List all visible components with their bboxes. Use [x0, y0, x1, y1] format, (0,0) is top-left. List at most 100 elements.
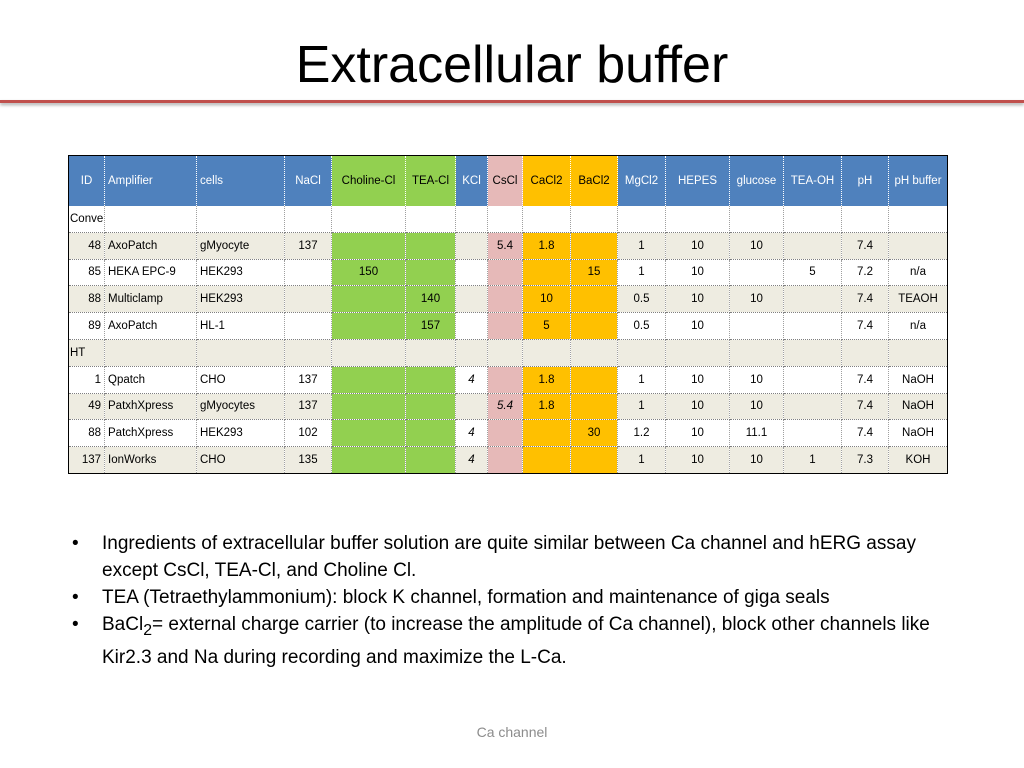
column-header-id: ID: [68, 155, 105, 206]
cell-cells: CHO: [196, 446, 285, 474]
cell-ph-buffer: NaOH: [888, 419, 948, 448]
cell-ph-buffer: TEAOH: [888, 285, 948, 314]
cell-amplifier: IonWorks: [104, 446, 197, 474]
cell-glucose: 10: [729, 393, 784, 421]
cell-nacl: 135: [284, 446, 332, 474]
title-underline: [0, 100, 1024, 103]
cell-cscl: [487, 419, 523, 448]
cell-kcl: [455, 285, 488, 314]
cell-tea-oh: 5: [783, 259, 842, 287]
cell-cscl: [487, 366, 523, 394]
cell-id: 85: [68, 259, 105, 287]
cell-kcl: [455, 232, 488, 260]
cell-cacl2: [522, 259, 571, 287]
cell-nacl: 102: [284, 419, 332, 448]
cell-id: 88: [68, 285, 105, 314]
cell-amplifier: PatxhXpress: [104, 393, 197, 421]
bullet-text: TEA (Tetraethylammonium): block K channe…: [102, 587, 830, 608]
cell-mgcl2: 1: [617, 393, 666, 421]
cell-id: 49: [68, 393, 105, 421]
cell-nacl: [284, 312, 332, 340]
cell-glucose: 10: [729, 285, 784, 314]
table-row: 1 Qpatch CHO 137 4 1.8 1 10 10 7.4 NaOH: [68, 366, 948, 394]
cell-tea-oh: [783, 285, 842, 314]
cell-tea-cl: [405, 446, 456, 474]
cell-ph-buffer: n/a: [888, 312, 948, 340]
cell-glucose: [729, 312, 784, 340]
cell-tea-oh: [783, 393, 842, 421]
cell-glucose: 11.1: [729, 419, 784, 448]
table-row: 48 AxoPatch gMyocyte 137 5.4 1.8 1 10 10…: [68, 232, 948, 260]
column-header-ph: pH: [841, 155, 889, 206]
bullet-text: = external charge carrier (to increase t…: [102, 614, 930, 668]
cell-glucose: 10: [729, 366, 784, 394]
bullet-text: Ingredients of extracellular buffer solu…: [102, 533, 916, 581]
cell-hepes: 10: [665, 312, 730, 340]
bullet-list: Ingredients of extracellular buffer solu…: [72, 530, 952, 671]
cell-choline-cl: [331, 446, 406, 474]
cell-kcl: [455, 259, 488, 287]
cell-cacl2: 1.8: [522, 366, 571, 394]
cell-mgcl2: 1: [617, 259, 666, 287]
cell-cscl: 5.4: [487, 232, 523, 260]
cell-ph-buffer: KOH: [888, 446, 948, 474]
cell-nacl: 137: [284, 393, 332, 421]
cell-nacl: [284, 259, 332, 287]
cell-choline-cl: [331, 393, 406, 421]
bullet-item: TEA (Tetraethylammonium): block K channe…: [72, 584, 952, 611]
slide-title: Extracellular buffer: [295, 36, 729, 94]
cell-cacl2: [522, 419, 571, 448]
cell-ph: 7.3: [841, 446, 889, 474]
column-header-glucose: glucose: [729, 155, 784, 206]
cell-hepes: 10: [665, 393, 730, 421]
column-header-cscl: CsCl: [487, 155, 523, 206]
cell-bacl2: [570, 393, 618, 421]
cell-ph: 7.2: [841, 259, 889, 287]
cell-hepes: 10: [665, 285, 730, 314]
column-header-ph-buffer: pH buffer: [888, 155, 948, 206]
table-row: 49 PatxhXpress gMyocytes 137 5.4 1.8 1 1…: [68, 393, 948, 421]
cell-amplifier: AxoPatch: [104, 312, 197, 340]
cell-tea-oh: [783, 312, 842, 340]
column-header-choline-cl: Choline-Cl: [331, 155, 406, 206]
cell-tea-cl: 140: [405, 285, 456, 314]
cell-mgcl2: 1: [617, 446, 666, 474]
cell-id: 88: [68, 419, 105, 448]
cell-id: 89: [68, 312, 105, 340]
cell-cells: HEK293: [196, 285, 285, 314]
cell-ph-buffer: n/a: [888, 259, 948, 287]
cell-bacl2: [570, 285, 618, 314]
cell-mgcl2: 1: [617, 232, 666, 260]
cell-tea-oh: [783, 419, 842, 448]
cell-id: 137: [68, 446, 105, 474]
table-header-row: ID Amplifier cells NaCl Choline-Cl TEA-C…: [68, 155, 948, 206]
cell-hepes: 10: [665, 232, 730, 260]
cell-amplifier: PatchXpress: [104, 419, 197, 448]
column-header-amplifier: Amplifier: [104, 155, 197, 206]
group-row-conventional: Conventional: [68, 206, 948, 233]
cell-amplifier: Qpatch: [104, 366, 197, 394]
cell-cscl: 5.4: [487, 393, 523, 421]
cell-choline-cl: [331, 366, 406, 394]
table-row: 88 PatchXpress HEK293 102 4 30 1.2 10 11…: [68, 419, 948, 448]
cell-bacl2: [570, 232, 618, 260]
cell-tea-cl: [405, 259, 456, 287]
cell-bacl2: [570, 446, 618, 474]
cell-ph-buffer: [888, 232, 948, 260]
cell-kcl: [455, 393, 488, 421]
cell-cscl: [487, 446, 523, 474]
cell-tea-oh: [783, 232, 842, 260]
cell-cscl: [487, 285, 523, 314]
cell-ph: 7.4: [841, 366, 889, 394]
cell-choline-cl: [331, 419, 406, 448]
cell-choline-cl: [331, 312, 406, 340]
cell-mgcl2: 1.2: [617, 419, 666, 448]
cell-mgcl2: 1: [617, 366, 666, 394]
cell-glucose: 10: [729, 446, 784, 474]
cell-cells: HEK293: [196, 419, 285, 448]
column-header-cells: cells: [196, 155, 285, 206]
cell-tea-oh: [783, 366, 842, 394]
column-header-hepes: HEPES: [665, 155, 730, 206]
cell-amplifier: HEKA EPC-9: [104, 259, 197, 287]
cell-amplifier: Multiclamp: [104, 285, 197, 314]
